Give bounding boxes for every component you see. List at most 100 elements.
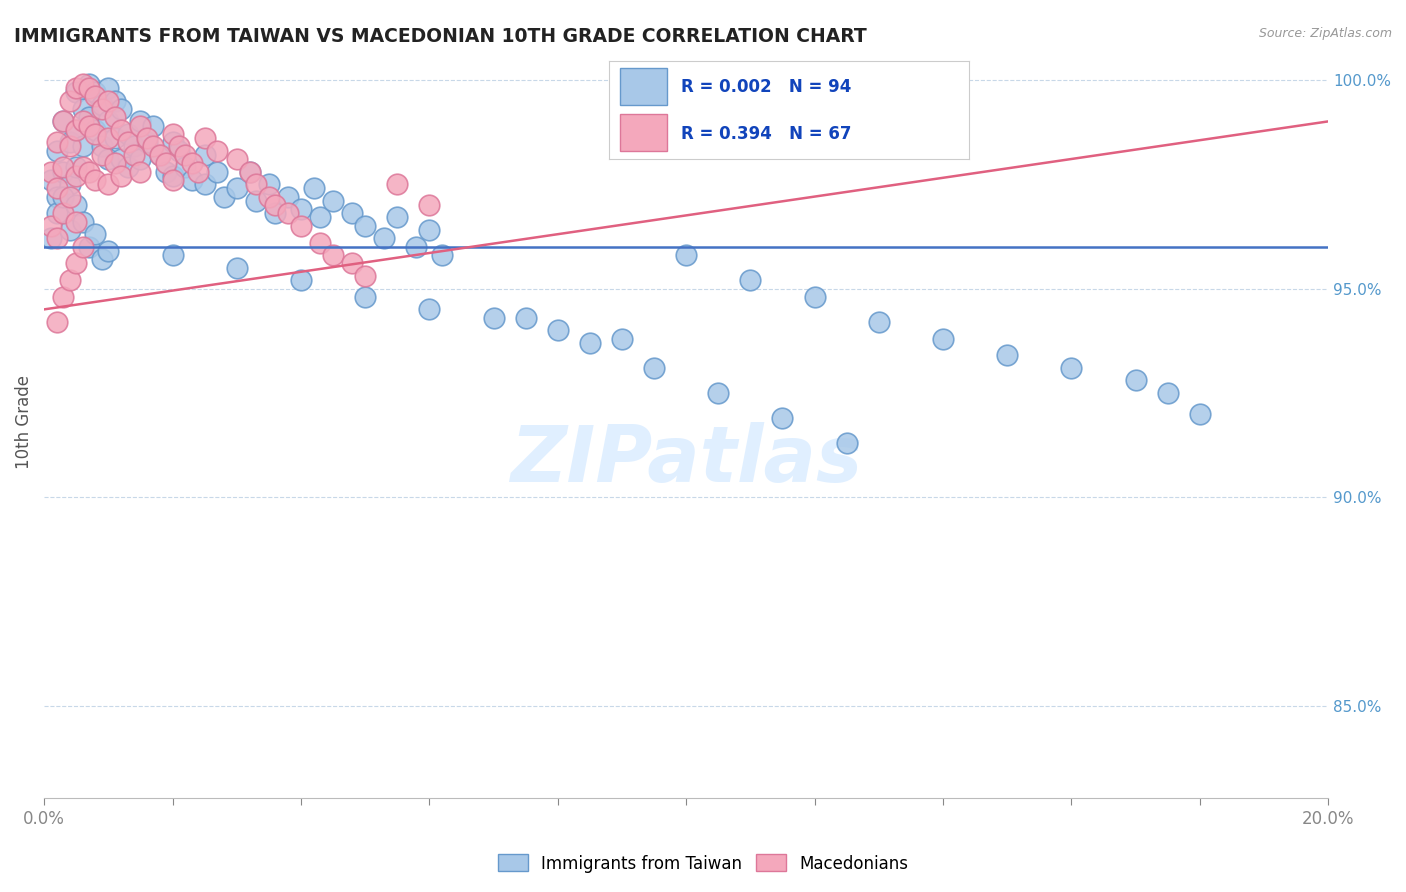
Point — [418, 198, 440, 212]
Point — [52, 206, 75, 220]
Point — [59, 223, 82, 237]
Point — [52, 164, 75, 178]
Point — [162, 248, 184, 262]
Point — [149, 148, 172, 162]
Point — [117, 161, 139, 175]
Point — [104, 131, 127, 145]
Y-axis label: 10th Grade: 10th Grade — [15, 376, 32, 469]
Point — [46, 136, 69, 150]
Point — [264, 206, 287, 220]
Point — [59, 177, 82, 191]
Point — [46, 181, 69, 195]
Point — [46, 231, 69, 245]
Point — [155, 164, 177, 178]
Point — [59, 139, 82, 153]
Point — [162, 173, 184, 187]
Point — [90, 97, 112, 112]
Point — [803, 290, 825, 304]
Point — [52, 114, 75, 128]
Point — [72, 161, 94, 175]
Text: ZIPatlas: ZIPatlas — [510, 422, 862, 498]
Point — [77, 110, 100, 124]
Point — [77, 77, 100, 91]
Point — [302, 181, 325, 195]
Point — [354, 268, 377, 283]
Point — [110, 169, 132, 183]
Point — [97, 152, 120, 166]
Point — [238, 164, 260, 178]
Point — [129, 114, 152, 128]
Point — [46, 315, 69, 329]
Point — [373, 231, 395, 245]
Point — [187, 164, 209, 178]
Point — [97, 177, 120, 191]
Point — [72, 240, 94, 254]
Point — [65, 81, 87, 95]
Point — [322, 248, 344, 262]
Point — [129, 152, 152, 166]
Point — [643, 360, 665, 375]
Point — [110, 152, 132, 166]
Point — [77, 164, 100, 178]
Point — [97, 244, 120, 258]
Point — [72, 139, 94, 153]
Point — [675, 248, 697, 262]
Point — [104, 110, 127, 124]
Point — [207, 144, 229, 158]
Point — [342, 206, 364, 220]
Point — [84, 122, 107, 136]
Point — [238, 164, 260, 178]
Point — [104, 94, 127, 108]
Point — [290, 219, 312, 233]
Point — [135, 131, 157, 145]
Point — [277, 206, 299, 220]
Point — [149, 148, 172, 162]
Point — [162, 127, 184, 141]
Point — [90, 148, 112, 162]
Point — [194, 131, 217, 145]
Point — [39, 173, 62, 187]
Point — [65, 169, 87, 183]
Point — [59, 273, 82, 287]
Point — [835, 436, 858, 450]
Point — [430, 248, 453, 262]
Point — [46, 206, 69, 220]
Point — [84, 127, 107, 141]
Point — [59, 189, 82, 203]
Point — [129, 119, 152, 133]
Point — [77, 81, 100, 95]
Point — [117, 136, 139, 150]
Point — [65, 161, 87, 175]
Point — [135, 136, 157, 150]
Point — [1125, 373, 1147, 387]
Point — [932, 332, 955, 346]
Point — [194, 148, 217, 162]
Point — [174, 148, 197, 162]
Point — [174, 161, 197, 175]
Point — [122, 148, 145, 162]
Point — [52, 114, 75, 128]
Point — [162, 169, 184, 183]
Point — [142, 139, 165, 153]
Point — [65, 256, 87, 270]
Point — [579, 335, 602, 350]
Point — [90, 139, 112, 153]
Point — [277, 189, 299, 203]
Point — [225, 181, 247, 195]
Point — [65, 215, 87, 229]
Point — [1156, 386, 1178, 401]
Point — [59, 136, 82, 150]
Point — [207, 164, 229, 178]
Point — [290, 202, 312, 216]
Point — [162, 136, 184, 150]
Point — [84, 227, 107, 242]
Point — [194, 177, 217, 191]
Point — [354, 290, 377, 304]
Point — [515, 310, 537, 325]
Point — [405, 240, 427, 254]
Point — [110, 102, 132, 116]
Point — [225, 260, 247, 275]
Point — [52, 161, 75, 175]
Point — [868, 315, 890, 329]
Point — [387, 211, 409, 225]
